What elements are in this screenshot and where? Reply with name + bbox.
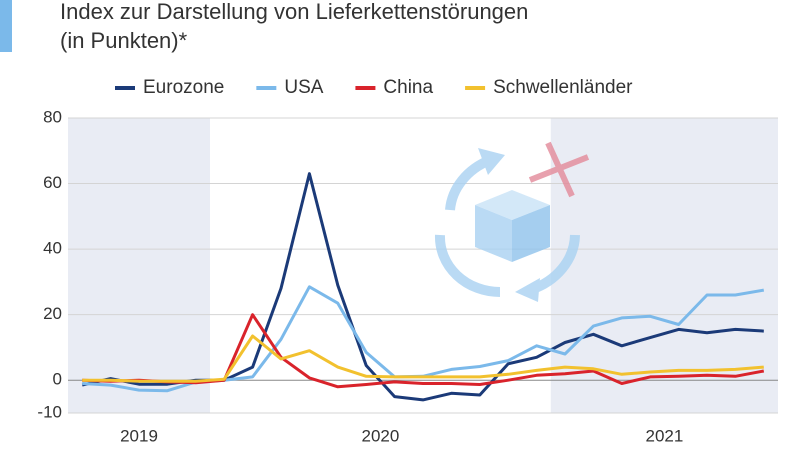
- x-year-label: 2021: [645, 426, 683, 445]
- series-line: [82, 313, 765, 389]
- x-year-label: 2020: [361, 426, 399, 445]
- y-tick-label: -10: [37, 402, 62, 421]
- legend-label: China: [383, 77, 433, 98]
- y-tick-label: 40: [43, 239, 62, 258]
- chart-title: Index zur Darstellung von Lieferkettenst…: [60, 0, 528, 24]
- legend-label: Schwellenländer: [493, 77, 633, 98]
- legend-label: USA: [284, 77, 323, 98]
- title-accent: [0, 0, 12, 52]
- year-band: [68, 118, 210, 413]
- y-tick-label: 20: [43, 304, 62, 323]
- chart-subtitle: (in Punkten)*: [60, 28, 188, 53]
- year-band: [550, 118, 778, 413]
- x-year-label: 2019: [120, 426, 158, 445]
- y-tick-label: 80: [43, 107, 62, 126]
- supply-chain-icon: [434, 141, 590, 302]
- legend-label: Eurozone: [143, 77, 224, 98]
- series-line: [82, 334, 764, 383]
- y-tick-label: 0: [53, 370, 62, 389]
- y-tick-label: 60: [43, 173, 62, 192]
